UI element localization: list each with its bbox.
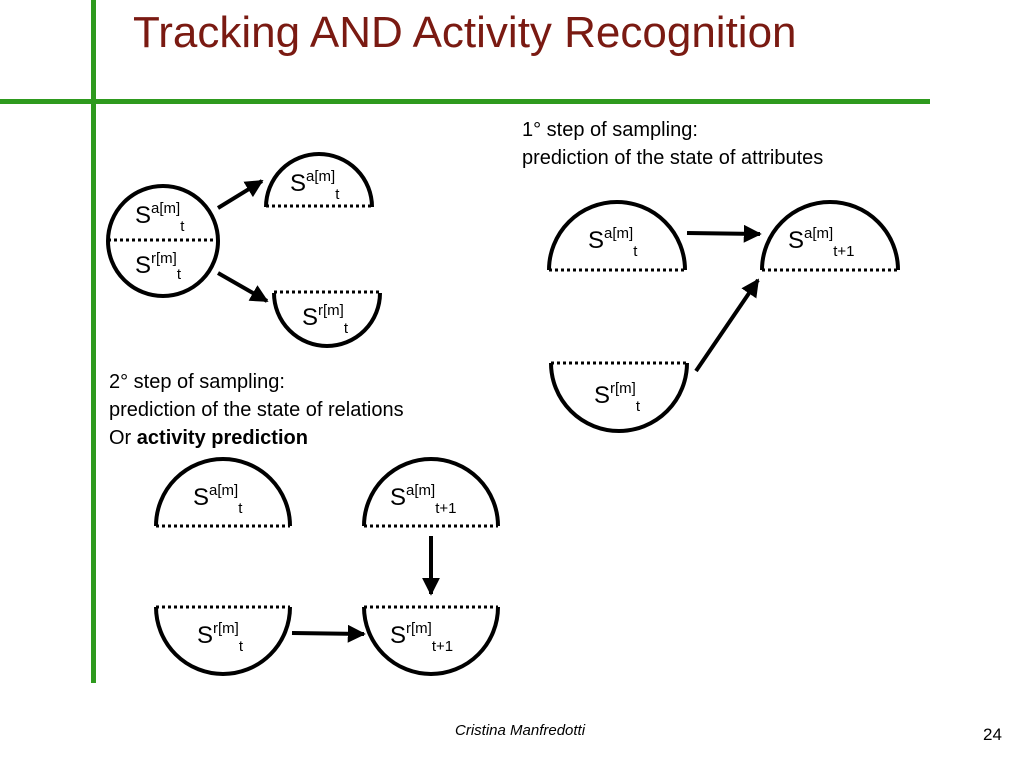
half-node-rel-t1-c: Sr[m]t+1 — [362, 605, 500, 676]
step2-line2: prediction of the state of relations — [109, 399, 404, 421]
half-node-rel-t-c: Sr[m]t — [154, 605, 292, 676]
step2-line3-bold: activity prediction — [136, 427, 308, 449]
half-node-rel-t-b: Sr[m]t — [549, 361, 689, 433]
step2-caption: 2° step of sampling: prediction of the s… — [109, 368, 404, 452]
node-full-rel-label: Sr[m]t — [135, 250, 182, 283]
vertical-green-rule — [91, 0, 96, 683]
half-node-attr-t-c: Sa[m]t — [154, 457, 292, 528]
slide-title: Tracking AND Activity Recognition — [133, 8, 797, 57]
arrow-rel-t-to-rel-t1 — [291, 624, 366, 643]
step2-line3-prefix: Or — [109, 427, 137, 449]
node-full-attr-label: Sa[m]t — [135, 200, 185, 235]
half-node-attr-t-b: Sa[m]t — [547, 200, 687, 272]
step1-line2: prediction of the state of attributes — [522, 147, 824, 169]
step2-line1: 2° step of sampling: — [109, 371, 285, 393]
arrow-full-to-rel — [217, 271, 269, 303]
half-node-attr-t1-b-label: Sa[m]t+1 — [788, 225, 854, 260]
half-node-rel-t-b-label: Sr[m]t — [594, 380, 641, 415]
page-number: 24 — [983, 725, 1002, 744]
half-node-attr-t-a: Sa[m]t — [264, 152, 374, 208]
half-node-attr-t-b-label: Sa[m]t — [588, 225, 638, 260]
arrow-attr-t-to-attr-t1 — [686, 224, 762, 243]
step1-caption: 1° step of sampling: prediction of the s… — [522, 116, 823, 172]
arrow-full-to-attr — [216, 179, 264, 210]
half-node-attr-t-c-label: Sa[m]t — [193, 482, 243, 517]
half-node-rel-t-a: Sr[m]t — [272, 290, 382, 348]
step2-line3: Or activity prediction — [109, 424, 404, 452]
half-node-attr-t-a-label: Sa[m]t — [290, 168, 340, 203]
half-node-attr-t1-b: Sa[m]t+1 — [760, 200, 900, 272]
arrow-rel-t-to-attr-t1 — [694, 278, 760, 373]
half-node-attr-t1-c-label: Sa[m]t+1 — [390, 482, 456, 517]
half-node-attr-t1-c: Sa[m]t+1 — [362, 457, 500, 528]
half-node-rel-t1-c-label: Sr[m]t+1 — [390, 620, 453, 655]
step1-line1: 1° step of sampling: — [522, 119, 698, 141]
half-node-rel-t-a-label: Sr[m]t — [302, 302, 349, 337]
half-node-rel-t-c-label: Sr[m]t — [197, 620, 244, 655]
horizontal-green-rule — [0, 99, 930, 104]
footer-author: Cristina Manfredotti — [455, 722, 586, 739]
node-full-s-t: Sa[m]t Sr[m]t — [106, 184, 220, 298]
